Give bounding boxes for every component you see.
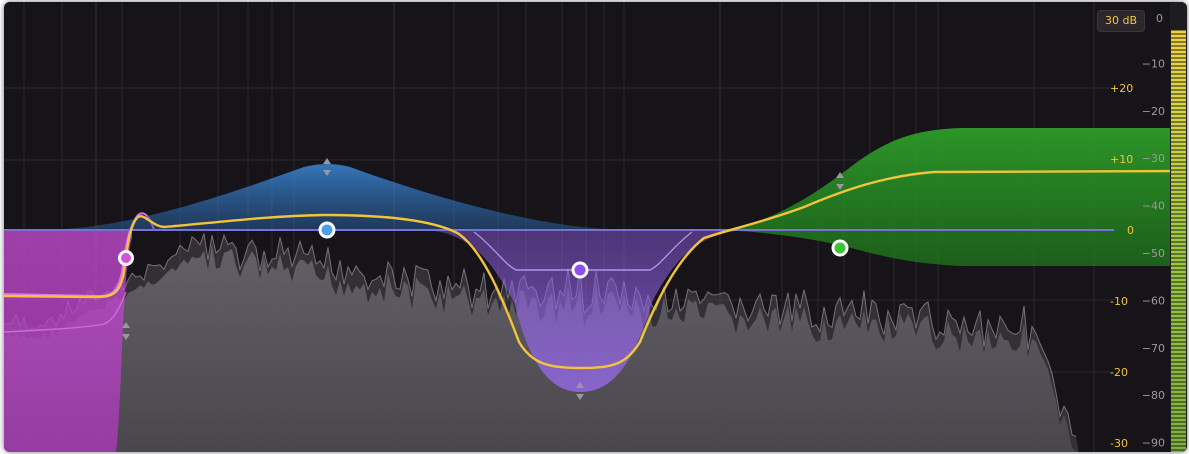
low-cut-q-handle-down-icon xyxy=(122,334,130,340)
display-range-button[interactable]: 30 dB xyxy=(1097,10,1146,32)
meter-scale-label: −40 xyxy=(1142,200,1165,213)
gain-scale-label: -30 xyxy=(1110,437,1128,450)
level-meter xyxy=(1170,2,1187,452)
meter-scale-label: −20 xyxy=(1142,105,1165,118)
band-bell-boost-node[interactable] xyxy=(318,221,336,239)
bell-boost-q-handle-down-icon xyxy=(323,170,331,176)
gain-scale-label: -20 xyxy=(1110,366,1128,379)
band-low-cut-lower xyxy=(4,291,127,333)
meter-scale-label: −50 xyxy=(1142,247,1165,260)
meter-scale-label: −60 xyxy=(1142,294,1165,307)
q-handles[interactable] xyxy=(122,158,844,400)
gain-scale-label: 0 xyxy=(1127,224,1134,237)
high-shelf-q-handle-up-icon xyxy=(836,172,844,178)
meter-scale-label: −90 xyxy=(1142,437,1165,450)
bell-boost-q-handle-up-icon xyxy=(323,158,331,164)
eq-response-curve xyxy=(4,169,1187,370)
meter-scale: −10 −20 −30 −40 −50 −60 −70 −80 −90 xyxy=(1142,57,1165,449)
gain-scale-label: +20 xyxy=(1110,82,1133,95)
bell-cut-q-handle-down-icon xyxy=(576,394,584,400)
bell-cut-q-handle-up-icon xyxy=(576,382,584,388)
meter-scale-label: −80 xyxy=(1142,389,1165,402)
low-cut-q-handle-up-icon xyxy=(122,322,130,328)
band-low-cut-area xyxy=(4,230,132,452)
band-high-shelf-node[interactable] xyxy=(831,239,849,257)
gain-scale: +20 +10 0 -10 -20 -30 xyxy=(1110,82,1134,450)
gain-scale-label: +10 xyxy=(1110,153,1133,166)
band-high-shelf-area xyxy=(724,128,1187,266)
meter-top-label: 0 xyxy=(1156,12,1163,25)
band-bell-cut-area xyxy=(424,230,744,392)
eq-display[interactable]: +20 +10 0 -10 -20 -30 −10 −20 −30 −40 −50 −60 −70 −8… xyxy=(4,2,1187,452)
meter-scale-label: −70 xyxy=(1142,342,1165,355)
eq-display-window: +20 +10 0 -10 -20 -30 −10 −20 −30 −40 −50 −60 −70 −8… xyxy=(4,2,1187,452)
meter-scale-label: −10 xyxy=(1142,57,1165,70)
band-bell-cut-node[interactable] xyxy=(571,261,589,279)
gain-scale-label: -10 xyxy=(1110,295,1128,308)
band-bell-boost-area xyxy=(4,164,764,230)
meter-scale-label: −30 xyxy=(1142,152,1165,165)
high-shelf-q-handle-down-icon xyxy=(836,184,844,190)
band-low-cut-node[interactable] xyxy=(118,250,134,266)
